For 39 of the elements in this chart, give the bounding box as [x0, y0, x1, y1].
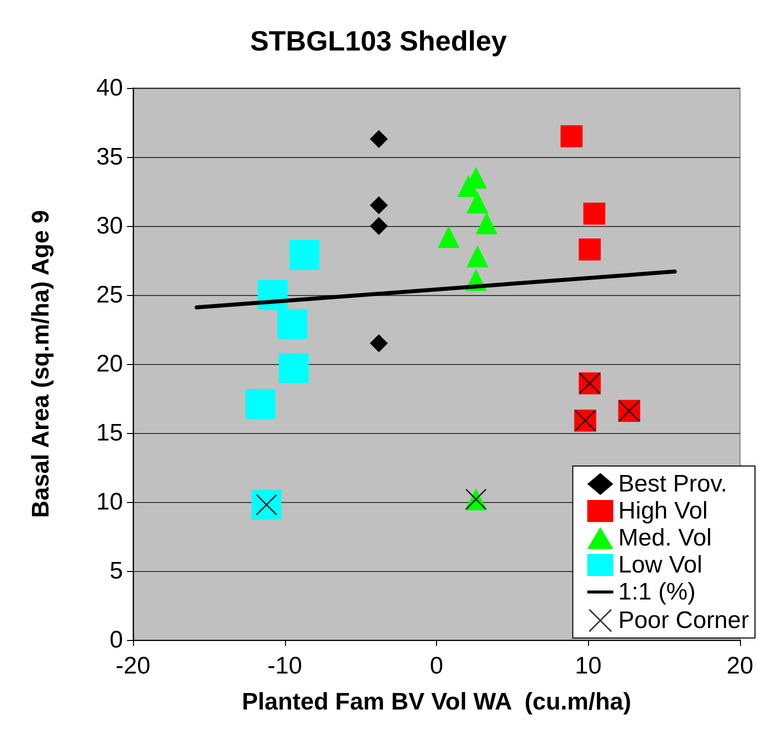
- point: [476, 212, 498, 234]
- legend-label: High Vol: [618, 498, 708, 524]
- y-tick-label: 35: [96, 144, 123, 170]
- y-tick-label: 30: [96, 212, 123, 240]
- x-tick-label: 10: [574, 652, 602, 680]
- point: [466, 245, 488, 268]
- x-tick-label: -10: [267, 652, 302, 680]
- point: [289, 240, 320, 270]
- point: [370, 130, 388, 148]
- x-tick-label: 0: [430, 652, 444, 680]
- y-tick-label: 5: [110, 558, 123, 584]
- y-axis-title: Basal Area (sq.m/ha) Age 9: [28, 210, 54, 518]
- y-tick-label: 0: [110, 626, 123, 654]
- point: [252, 490, 282, 520]
- y-tick-label: 10: [96, 488, 123, 516]
- point: [583, 202, 606, 225]
- point: [245, 389, 276, 420]
- y-tick-label: 25: [96, 282, 123, 308]
- x-axis-title: Planted Fam BV Vol WA (cu.m/ha): [242, 688, 632, 716]
- legend-label: Best Prov.: [618, 470, 728, 498]
- point: [578, 238, 601, 260]
- point: [438, 226, 460, 248]
- point: [370, 196, 388, 214]
- point: [278, 353, 309, 384]
- legend-label: Med. Vol: [618, 524, 712, 552]
- legend-label: 1:1 (%): [618, 578, 696, 606]
- legend-label: Poor Corner: [618, 607, 750, 634]
- point: [370, 217, 388, 235]
- chart-title: STBGL103 Shedley: [250, 26, 508, 56]
- y-tick-label: 15: [96, 420, 123, 446]
- point: [277, 308, 308, 339]
- y-tick-label: 20: [96, 350, 123, 378]
- point: [370, 334, 388, 352]
- point: [560, 125, 583, 148]
- point: [466, 192, 488, 214]
- y-tick-label: 40: [96, 74, 123, 102]
- legend-label: Low Vol: [618, 552, 702, 578]
- x-tick-label: -20: [116, 652, 150, 680]
- x-tick-label: 20: [726, 652, 754, 680]
